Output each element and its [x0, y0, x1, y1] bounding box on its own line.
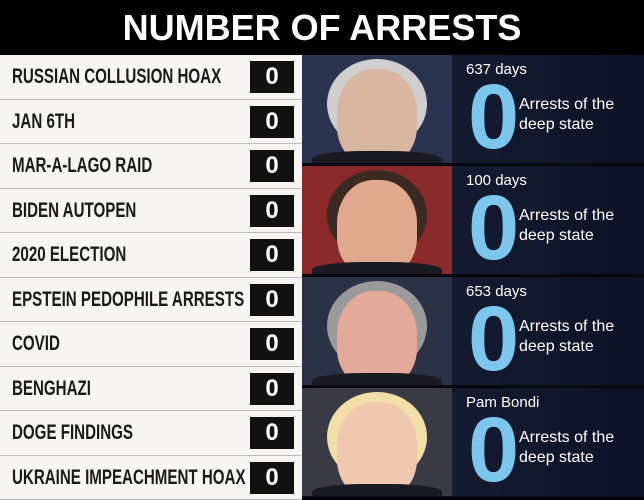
- photo-panel: 653 days 0 Arrests of the deep state: [302, 277, 644, 387]
- photo-panel: Pam Bondi 0 Arrests of the deep state: [302, 388, 644, 498]
- row-count: 0: [250, 372, 294, 405]
- photo-suit: [312, 484, 442, 496]
- table-row: EPSTEIN PEDOPHILE ARRESTS 0: [0, 278, 302, 322]
- row-count: 0: [250, 283, 294, 316]
- table-row: JAN 6TH 0: [0, 100, 302, 144]
- panel-count: 0: [468, 177, 520, 276]
- photo-panel: 637 days 0 Arrests of the deep state: [302, 55, 644, 165]
- photo-face: [337, 180, 417, 274]
- photo-suit: [312, 373, 442, 385]
- photo-panels: 637 days 0 Arrests of the deep state 100 da…: [302, 55, 644, 500]
- table-row: MAR-A-LAGO RAID 0: [0, 144, 302, 189]
- row-count: 0: [250, 239, 294, 271]
- table-row: BENGHAZI 0: [0, 367, 302, 411]
- panel-count: 0: [468, 66, 520, 165]
- panel-caption: 100 days: [466, 172, 527, 189]
- row-label: JAN 6TH: [12, 109, 76, 133]
- table-row: UKRAINE IMPEACHMENT HOAX 0: [0, 456, 302, 500]
- table-row: DOGE FINDINGS 0: [0, 411, 302, 456]
- arrest-list: RUSSIAN COLLUSION HOAX 0 JAN 6TH 0 MAR-A-LAG…: [0, 55, 302, 500]
- panel-text: Arrests of the deep state: [519, 429, 615, 466]
- row-label: UKRAINE IMPEACHMENT HOAX: [12, 465, 246, 489]
- row-count: 0: [250, 150, 294, 182]
- row-count: 0: [250, 61, 294, 93]
- table-row: RUSSIAN COLLUSION HOAX 0: [0, 55, 302, 100]
- row-label: 2020 ELECTION: [12, 243, 127, 266]
- row-count: 0: [250, 461, 294, 494]
- panel-text: Arrests of the deep state: [519, 207, 615, 244]
- row-label: RUSSIAN COLLUSION HOAX: [12, 65, 222, 88]
- row-label: BENGHAZI: [12, 376, 91, 400]
- title: NUMBER OF ARRESTS: [0, 0, 644, 55]
- panel-caption: 637 days: [466, 61, 527, 78]
- photo-face: [337, 291, 417, 385]
- panel-count: 0: [468, 399, 520, 498]
- row-count: 0: [250, 194, 294, 227]
- row-label: EPSTEIN PEDOPHILE ARRESTS: [12, 287, 245, 311]
- panel-caption: 653 days: [466, 283, 527, 300]
- table-row: COVID 0: [0, 322, 302, 367]
- panel-text: Arrests of the deep state: [519, 96, 615, 133]
- photo-suit: [312, 262, 442, 274]
- row-label: MAR-A-LAGO RAID: [12, 154, 153, 177]
- photo-panel: 100 days 0 Arrests of the deep state: [302, 166, 644, 276]
- photo-face: [337, 69, 417, 163]
- row-label: DOGE FINDINGS: [12, 421, 133, 444]
- row-count: 0: [250, 105, 294, 138]
- photo-face: [337, 402, 417, 496]
- table-row: 2020 ELECTION 0: [0, 233, 302, 278]
- row-count: 0: [250, 417, 294, 449]
- panel-text: Arrests of the deep state: [519, 318, 615, 355]
- panel-count: 0: [468, 288, 520, 387]
- row-count: 0: [250, 328, 294, 360]
- table-row: BIDEN AUTOPEN 0: [0, 189, 302, 233]
- row-label: COVID: [12, 332, 60, 355]
- photo-suit: [312, 151, 442, 163]
- row-label: BIDEN AUTOPEN: [12, 198, 137, 222]
- panel-caption: Pam Bondi: [466, 394, 540, 411]
